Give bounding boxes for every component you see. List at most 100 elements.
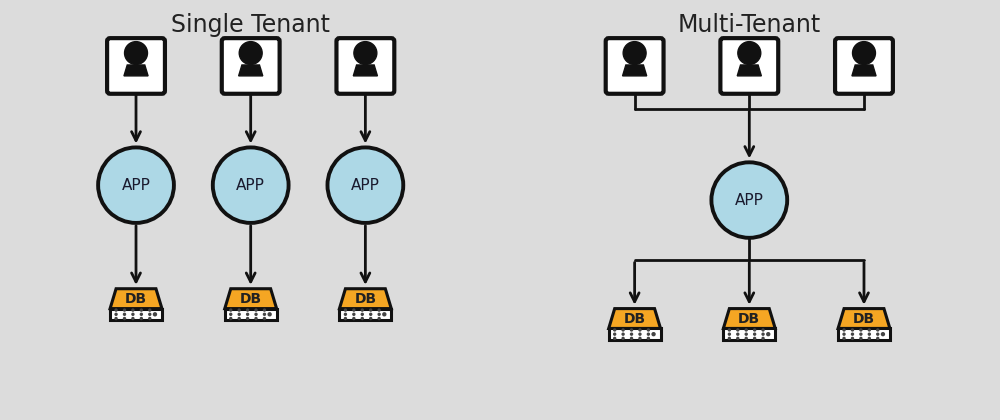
Ellipse shape bbox=[327, 147, 403, 223]
Circle shape bbox=[132, 313, 134, 315]
FancyBboxPatch shape bbox=[609, 328, 661, 340]
Circle shape bbox=[353, 313, 355, 315]
Circle shape bbox=[255, 313, 257, 315]
Circle shape bbox=[631, 333, 633, 335]
Circle shape bbox=[728, 337, 730, 339]
Circle shape bbox=[263, 309, 265, 311]
FancyBboxPatch shape bbox=[838, 328, 890, 340]
Circle shape bbox=[639, 337, 641, 339]
Circle shape bbox=[728, 329, 730, 331]
FancyBboxPatch shape bbox=[339, 309, 391, 320]
Circle shape bbox=[230, 318, 232, 320]
Text: APP: APP bbox=[735, 192, 764, 207]
Circle shape bbox=[115, 313, 117, 315]
Circle shape bbox=[382, 312, 387, 317]
Circle shape bbox=[868, 329, 870, 331]
Polygon shape bbox=[609, 309, 661, 328]
Circle shape bbox=[140, 309, 142, 311]
Circle shape bbox=[230, 309, 232, 311]
Polygon shape bbox=[339, 289, 391, 309]
Text: Multi-Tenant: Multi-Tenant bbox=[678, 13, 821, 37]
Text: DB: DB bbox=[125, 291, 147, 306]
Circle shape bbox=[149, 318, 151, 320]
Polygon shape bbox=[723, 309, 775, 328]
Circle shape bbox=[843, 337, 845, 339]
Circle shape bbox=[230, 313, 232, 315]
Circle shape bbox=[378, 313, 380, 315]
Circle shape bbox=[639, 329, 641, 331]
Circle shape bbox=[255, 318, 257, 320]
Circle shape bbox=[622, 333, 624, 335]
Circle shape bbox=[877, 337, 879, 339]
Ellipse shape bbox=[98, 147, 174, 223]
Polygon shape bbox=[124, 65, 148, 76]
Circle shape bbox=[860, 333, 862, 335]
Circle shape bbox=[361, 318, 363, 320]
Circle shape bbox=[239, 42, 262, 64]
Circle shape bbox=[353, 309, 355, 311]
Circle shape bbox=[115, 309, 117, 311]
Circle shape bbox=[153, 312, 157, 317]
Ellipse shape bbox=[213, 147, 289, 223]
Text: DB: DB bbox=[738, 312, 760, 326]
Circle shape bbox=[745, 329, 747, 331]
Circle shape bbox=[614, 337, 616, 339]
Circle shape bbox=[614, 329, 616, 331]
Circle shape bbox=[132, 309, 134, 311]
Circle shape bbox=[737, 329, 739, 331]
Text: DB: DB bbox=[354, 291, 376, 306]
Circle shape bbox=[344, 313, 346, 315]
Circle shape bbox=[149, 313, 151, 315]
Circle shape bbox=[647, 333, 649, 335]
Circle shape bbox=[766, 332, 770, 336]
Circle shape bbox=[860, 337, 862, 339]
Circle shape bbox=[370, 318, 372, 320]
Circle shape bbox=[115, 318, 117, 320]
Circle shape bbox=[378, 318, 380, 320]
Circle shape bbox=[647, 337, 649, 339]
Circle shape bbox=[370, 309, 372, 311]
Circle shape bbox=[614, 333, 616, 335]
Text: Single Tenant: Single Tenant bbox=[171, 13, 330, 37]
Circle shape bbox=[881, 332, 885, 336]
Polygon shape bbox=[737, 65, 761, 76]
Polygon shape bbox=[353, 65, 377, 76]
Circle shape bbox=[123, 309, 125, 311]
Text: APP: APP bbox=[351, 178, 380, 193]
Circle shape bbox=[622, 329, 624, 331]
Circle shape bbox=[353, 318, 355, 320]
Circle shape bbox=[843, 329, 845, 331]
Circle shape bbox=[868, 337, 870, 339]
Circle shape bbox=[631, 337, 633, 339]
Circle shape bbox=[247, 309, 249, 311]
Circle shape bbox=[737, 337, 739, 339]
Circle shape bbox=[631, 329, 633, 331]
Text: DB: DB bbox=[240, 291, 262, 306]
Ellipse shape bbox=[711, 162, 787, 238]
Circle shape bbox=[238, 309, 240, 311]
Circle shape bbox=[851, 337, 853, 339]
FancyBboxPatch shape bbox=[107, 38, 165, 94]
Circle shape bbox=[123, 318, 125, 320]
Polygon shape bbox=[225, 289, 277, 309]
Circle shape bbox=[868, 333, 870, 335]
Circle shape bbox=[247, 313, 249, 315]
Circle shape bbox=[728, 333, 730, 335]
Circle shape bbox=[877, 329, 879, 331]
Circle shape bbox=[344, 309, 346, 311]
Circle shape bbox=[737, 333, 739, 335]
Circle shape bbox=[370, 313, 372, 315]
Text: APP: APP bbox=[122, 178, 150, 193]
Circle shape bbox=[853, 42, 875, 64]
Circle shape bbox=[263, 313, 265, 315]
Text: DB: DB bbox=[853, 312, 875, 326]
Circle shape bbox=[745, 337, 747, 339]
FancyBboxPatch shape bbox=[606, 38, 664, 94]
Circle shape bbox=[639, 333, 641, 335]
Polygon shape bbox=[110, 289, 162, 309]
Circle shape bbox=[125, 42, 147, 64]
Circle shape bbox=[754, 329, 756, 331]
Polygon shape bbox=[623, 65, 647, 76]
Circle shape bbox=[361, 313, 363, 315]
FancyBboxPatch shape bbox=[222, 38, 280, 94]
